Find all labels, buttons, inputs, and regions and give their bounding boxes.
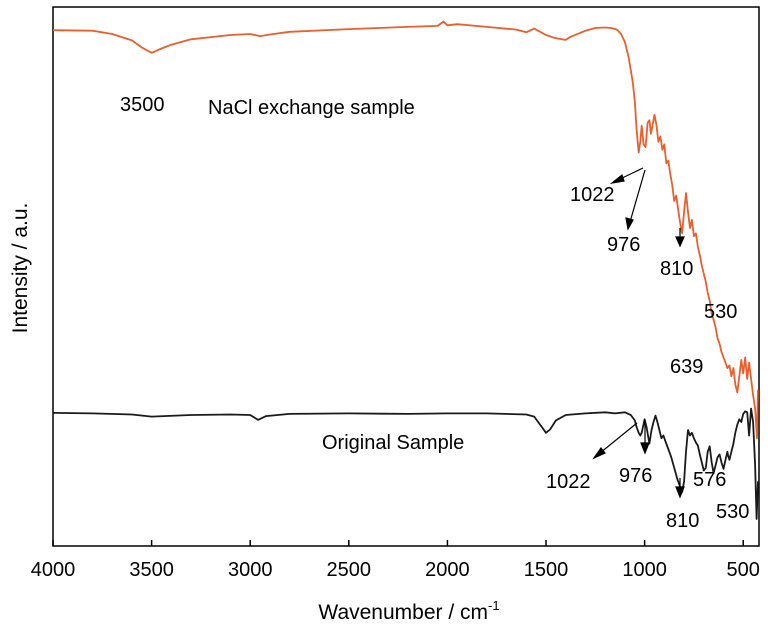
annotation-nacl-1022: 1022 [570, 184, 615, 206]
x-tick-label: 1000 [622, 559, 667, 581]
y-axis-title: Intensity / a.u. [9, 203, 32, 334]
annotation-639: 639 [670, 356, 703, 378]
x-tick-label: 3000 [228, 559, 273, 581]
annotation-nacl-3500: 3500 [120, 94, 165, 116]
arrowhead-nacl-1022 [609, 173, 625, 184]
x-tick-label: 3500 [129, 559, 174, 581]
peak-arrows [592, 167, 685, 499]
x-axis-title: Wavenumber / cm-1 [318, 598, 499, 624]
series-line-nacl-exchange [52, 20, 759, 440]
arrowhead-nacl-810 [675, 236, 685, 248]
x-tick-label: 2000 [425, 559, 470, 581]
annotation-orig-530: 530 [716, 501, 749, 523]
annotation-orig-576: 576 [693, 469, 726, 491]
annotation-nacl-series-label: NaCl exchange sample [208, 97, 415, 119]
plot-frame [52, 6, 760, 547]
annotation-nacl-530: 530 [704, 301, 737, 323]
annotation-nacl-976: 976 [607, 234, 640, 256]
annotation-orig-976: 976 [619, 465, 652, 487]
x-axis-ticks: 4000 3500 3000 2500 2000 1500 1000 500 [31, 540, 760, 581]
x-axis-title-sup: -1 [488, 598, 500, 613]
x-tick-label: 2500 [327, 559, 372, 581]
arrowhead-orig-810 [675, 486, 685, 499]
x-tick-label: 500 [727, 559, 760, 581]
arrow-orig-1022 [599, 422, 638, 454]
arrow-nacl-976 [629, 169, 646, 223]
arrowhead-orig-976 [640, 442, 650, 455]
annotation-orig-810: 810 [666, 510, 699, 532]
arrowhead-orig-1022 [592, 446, 606, 460]
annotation-nacl-810: 810 [660, 258, 693, 280]
series-line-original [52, 407, 759, 520]
annotation-original-series-label: Original Sample [322, 432, 464, 454]
x-tick-label: 1500 [524, 559, 569, 581]
x-tick-label: 4000 [31, 559, 76, 581]
x-axis-title-main: Wavenumber / cm [318, 601, 488, 624]
arrowhead-nacl-976 [625, 217, 634, 231]
annotation-orig-1022: 1022 [546, 471, 591, 493]
